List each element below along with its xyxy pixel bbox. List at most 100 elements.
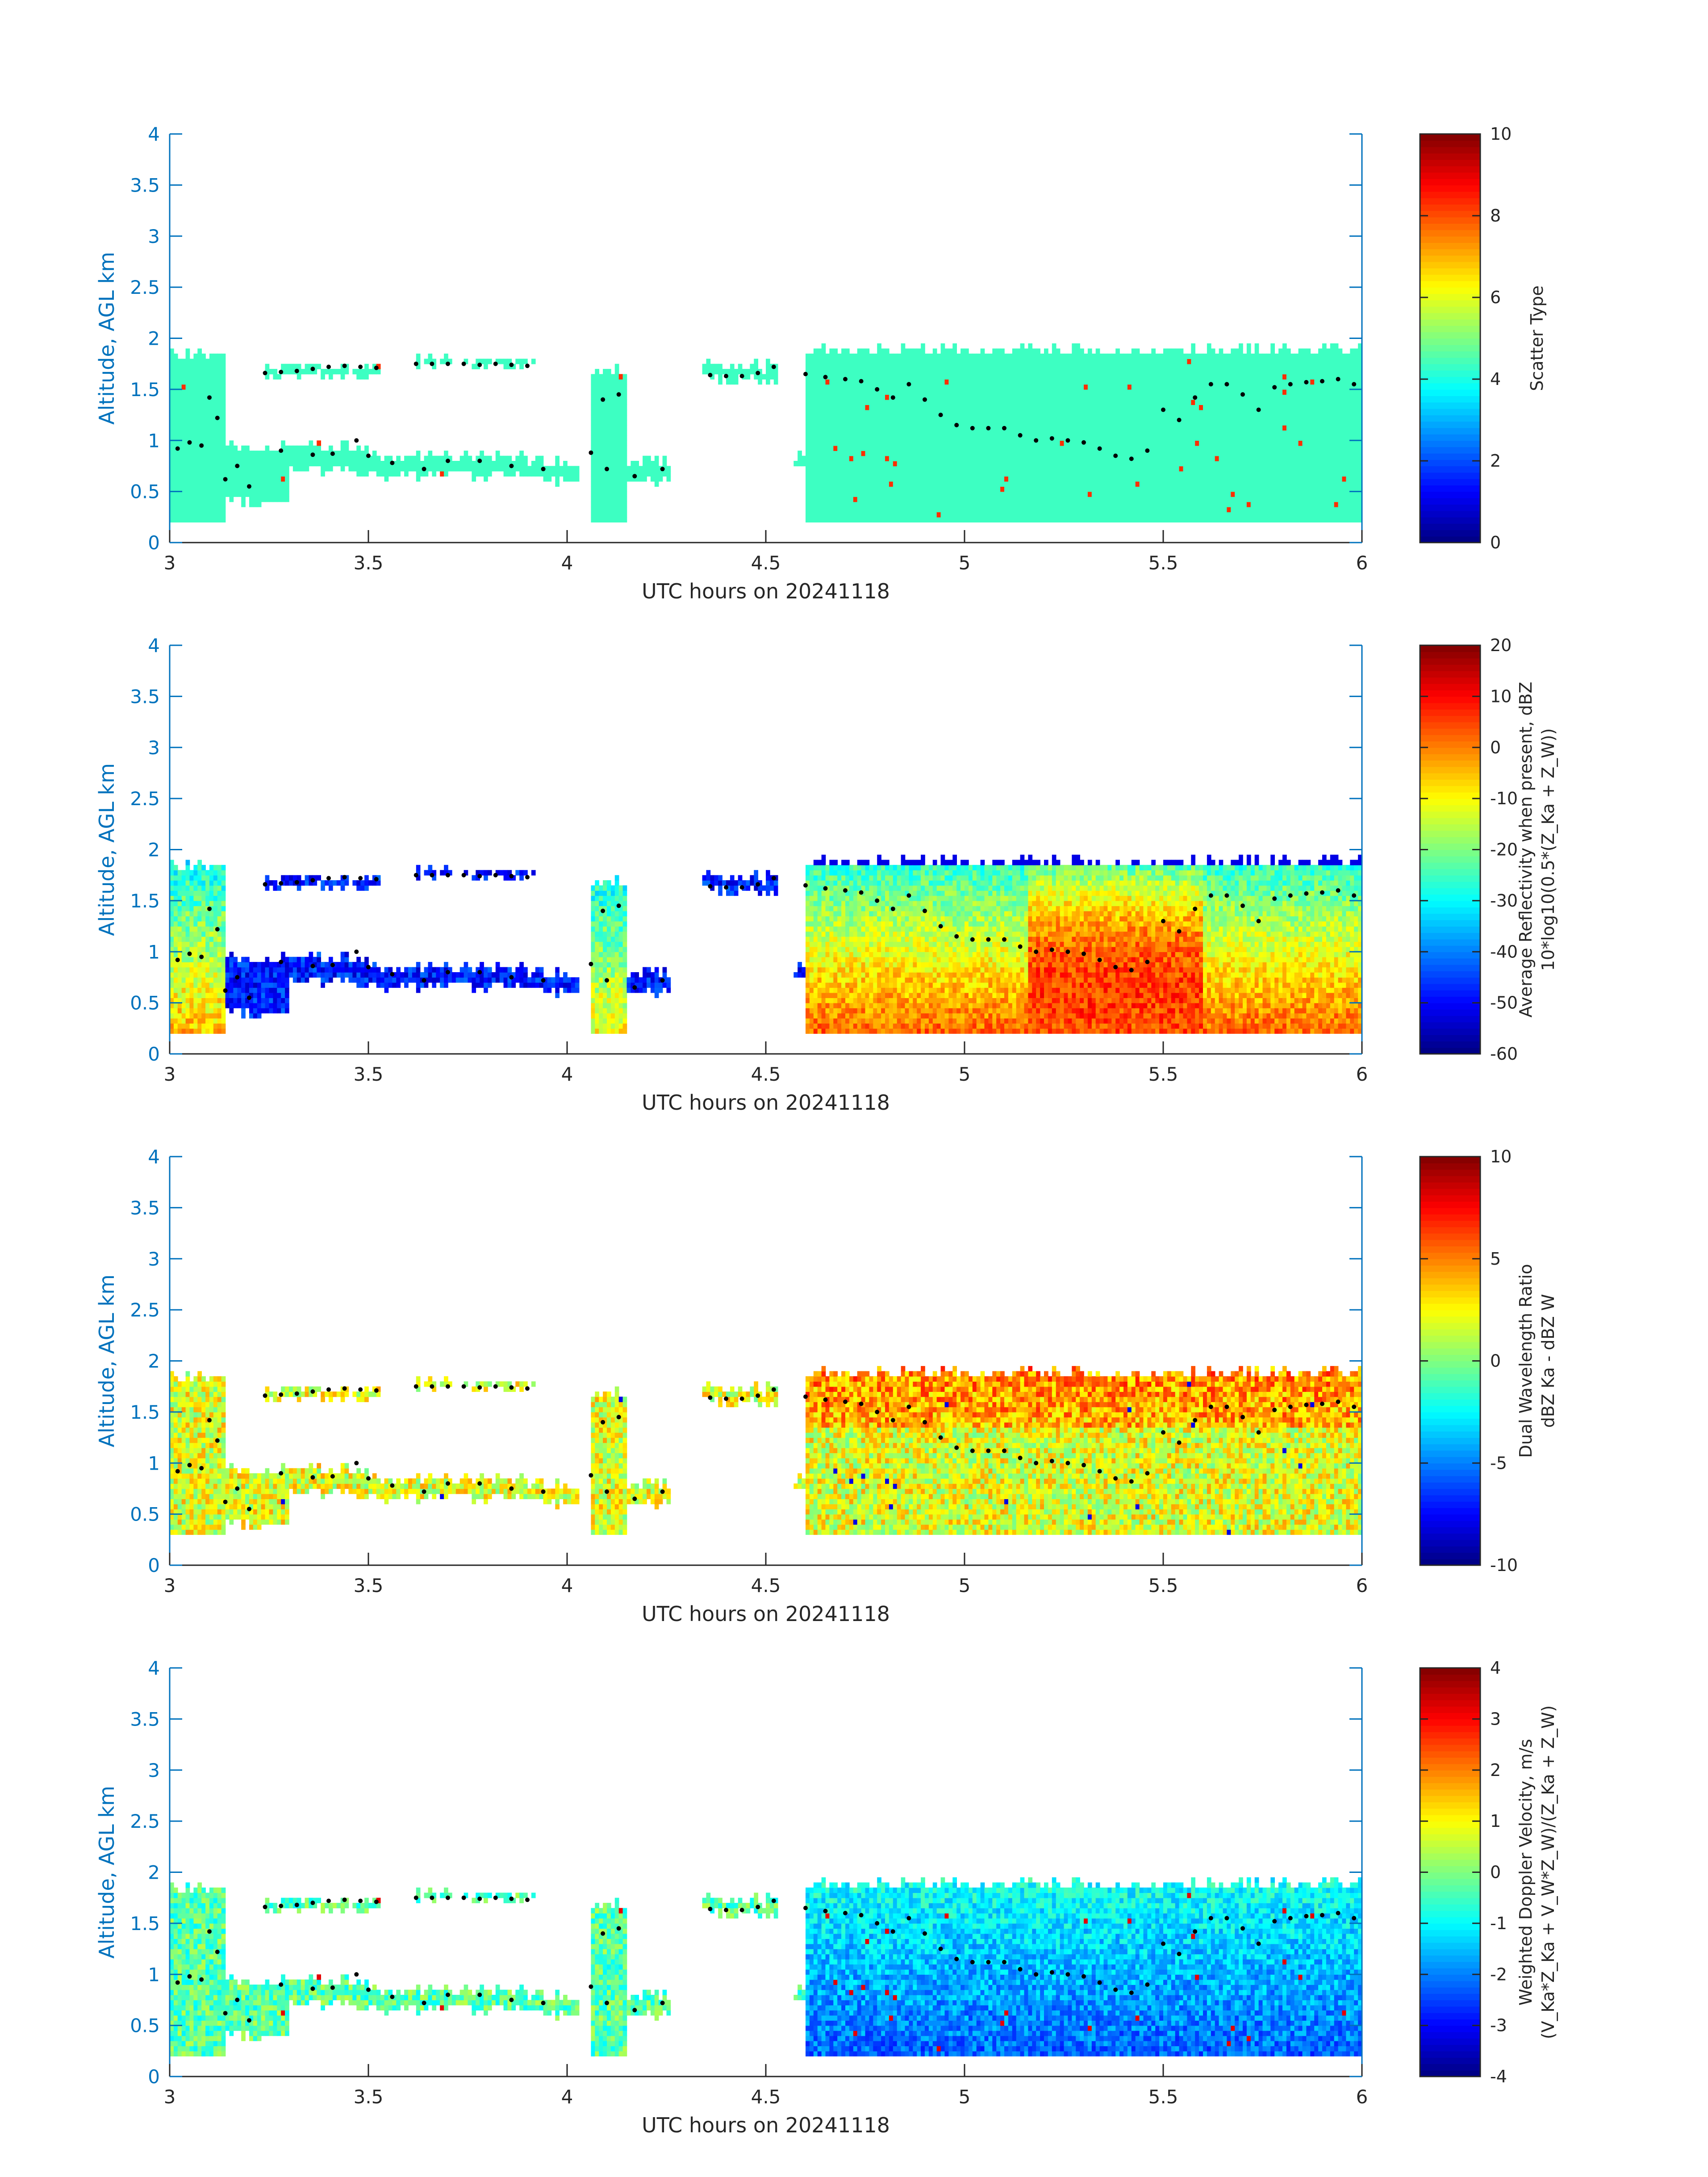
heatmap-cell <box>201 461 206 466</box>
heatmap-cell <box>1128 471 1132 476</box>
heatmap-cell <box>1052 410 1057 415</box>
heatmap-cell <box>1036 430 1040 435</box>
heatmap-cell <box>714 369 718 374</box>
heatmap-cell <box>814 461 818 466</box>
heatmap-cell <box>1128 364 1132 369</box>
heatmap-cell <box>829 400 834 405</box>
heatmap-cell <box>1147 466 1152 471</box>
heatmap-cell <box>1056 410 1061 415</box>
heatmap-cell <box>1111 405 1116 410</box>
heatmap-cell <box>893 405 898 410</box>
heatmap-cell <box>1060 512 1065 517</box>
heatmap-cell <box>1020 354 1025 359</box>
heatmap-cell <box>913 374 917 380</box>
heatmap-cell <box>193 430 198 435</box>
heatmap-cell <box>913 359 917 364</box>
heatmap-cell <box>814 481 818 487</box>
heatmap-cell <box>273 481 277 487</box>
heatmap-cell <box>877 415 881 420</box>
heatmap-cell <box>1088 415 1092 420</box>
heatmap-cell <box>297 466 301 471</box>
heatmap-cell <box>937 354 941 359</box>
heatmap-cell <box>1179 507 1184 512</box>
heatmap-cell <box>1147 476 1152 481</box>
heatmap-cell <box>1096 502 1100 507</box>
heatmap-cell <box>1231 502 1235 507</box>
heatmap-cell <box>1123 415 1128 420</box>
heatmap-cell <box>599 492 603 497</box>
heatmap-cell <box>1040 394 1044 400</box>
heatmap-cell <box>174 492 178 497</box>
heatmap-cell <box>1052 492 1057 497</box>
heatmap-cell <box>1191 430 1195 435</box>
heatmap-cell <box>607 456 611 461</box>
heatmap-cell <box>1128 466 1132 471</box>
heatmap-cell <box>647 471 651 476</box>
heatmap-cell <box>408 461 413 466</box>
heatmap-cell <box>857 359 862 364</box>
heatmap-cell <box>197 354 202 359</box>
heatmap-cell <box>1040 435 1044 441</box>
heatmap-cell <box>885 451 889 456</box>
heatmap-cell <box>1147 420 1152 426</box>
heatmap-cell <box>1163 374 1168 380</box>
heatmap-cell <box>1100 517 1104 522</box>
heatmap-cell <box>833 451 838 456</box>
heatmap-cell <box>933 384 937 389</box>
heatmap-cell <box>237 471 242 476</box>
heatmap-cell <box>201 379 206 384</box>
heatmap-cell <box>1024 369 1029 374</box>
heatmap-cell <box>201 420 206 426</box>
heatmap-cell <box>599 446 603 451</box>
heatmap-cell <box>309 446 313 451</box>
heatmap-cell <box>539 456 544 461</box>
heatmap-cell <box>182 430 186 435</box>
heatmap-cell <box>1128 451 1132 456</box>
heatmap-cell <box>1056 359 1061 364</box>
heatmap-cell <box>1195 486 1199 492</box>
heatmap-cell <box>603 492 607 497</box>
heatmap-cell <box>1060 451 1065 456</box>
heatmap-cell <box>1072 466 1076 471</box>
heatmap-cell <box>1020 415 1025 420</box>
heatmap-cell <box>1016 394 1021 400</box>
heatmap-cell <box>814 430 818 435</box>
heatmap-cell <box>945 374 949 380</box>
heatmap-cell <box>885 435 889 441</box>
heatmap-cell <box>1219 456 1224 461</box>
heatmap-cell <box>837 456 842 461</box>
heatmap-cell <box>595 481 599 487</box>
heatmap-cell <box>233 446 238 451</box>
heatmap-cell <box>1056 364 1061 369</box>
heatmap-cell <box>1032 507 1036 512</box>
heatmap-cell <box>826 425 830 430</box>
heatmap-cell <box>178 461 182 466</box>
heatmap-cell <box>1016 379 1021 384</box>
heatmap-cell <box>253 476 258 481</box>
heatmap-cell <box>1088 348 1092 354</box>
heatmap-cell <box>217 466 222 471</box>
heatmap-cell <box>901 430 906 435</box>
heatmap-cell <box>992 451 997 456</box>
heatmap-cell <box>1060 466 1065 471</box>
heatmap-cell <box>1119 492 1124 497</box>
heatmap-cell <box>1084 405 1088 410</box>
heatmap-cell <box>1004 471 1009 476</box>
heatmap-cell <box>845 446 850 451</box>
heatmap-cell <box>1219 354 1224 359</box>
heatmap-cell <box>1140 446 1144 451</box>
heatmap-cell <box>1132 394 1136 400</box>
heatmap-cell <box>1187 389 1191 395</box>
heatmap-cell <box>1179 374 1184 380</box>
heatmap-cell <box>897 369 902 374</box>
heatmap-cell <box>1008 512 1013 517</box>
heatmap-cell <box>996 471 1001 476</box>
heatmap-cell <box>230 461 234 466</box>
heatmap-cell <box>960 497 965 502</box>
heatmap-cell <box>1000 476 1005 481</box>
heatmap-cell <box>881 364 885 369</box>
heatmap-cell <box>1171 405 1176 410</box>
heatmap-cell <box>1032 471 1036 476</box>
heatmap-cell <box>1151 379 1156 384</box>
heatmap-cell <box>1199 359 1203 364</box>
